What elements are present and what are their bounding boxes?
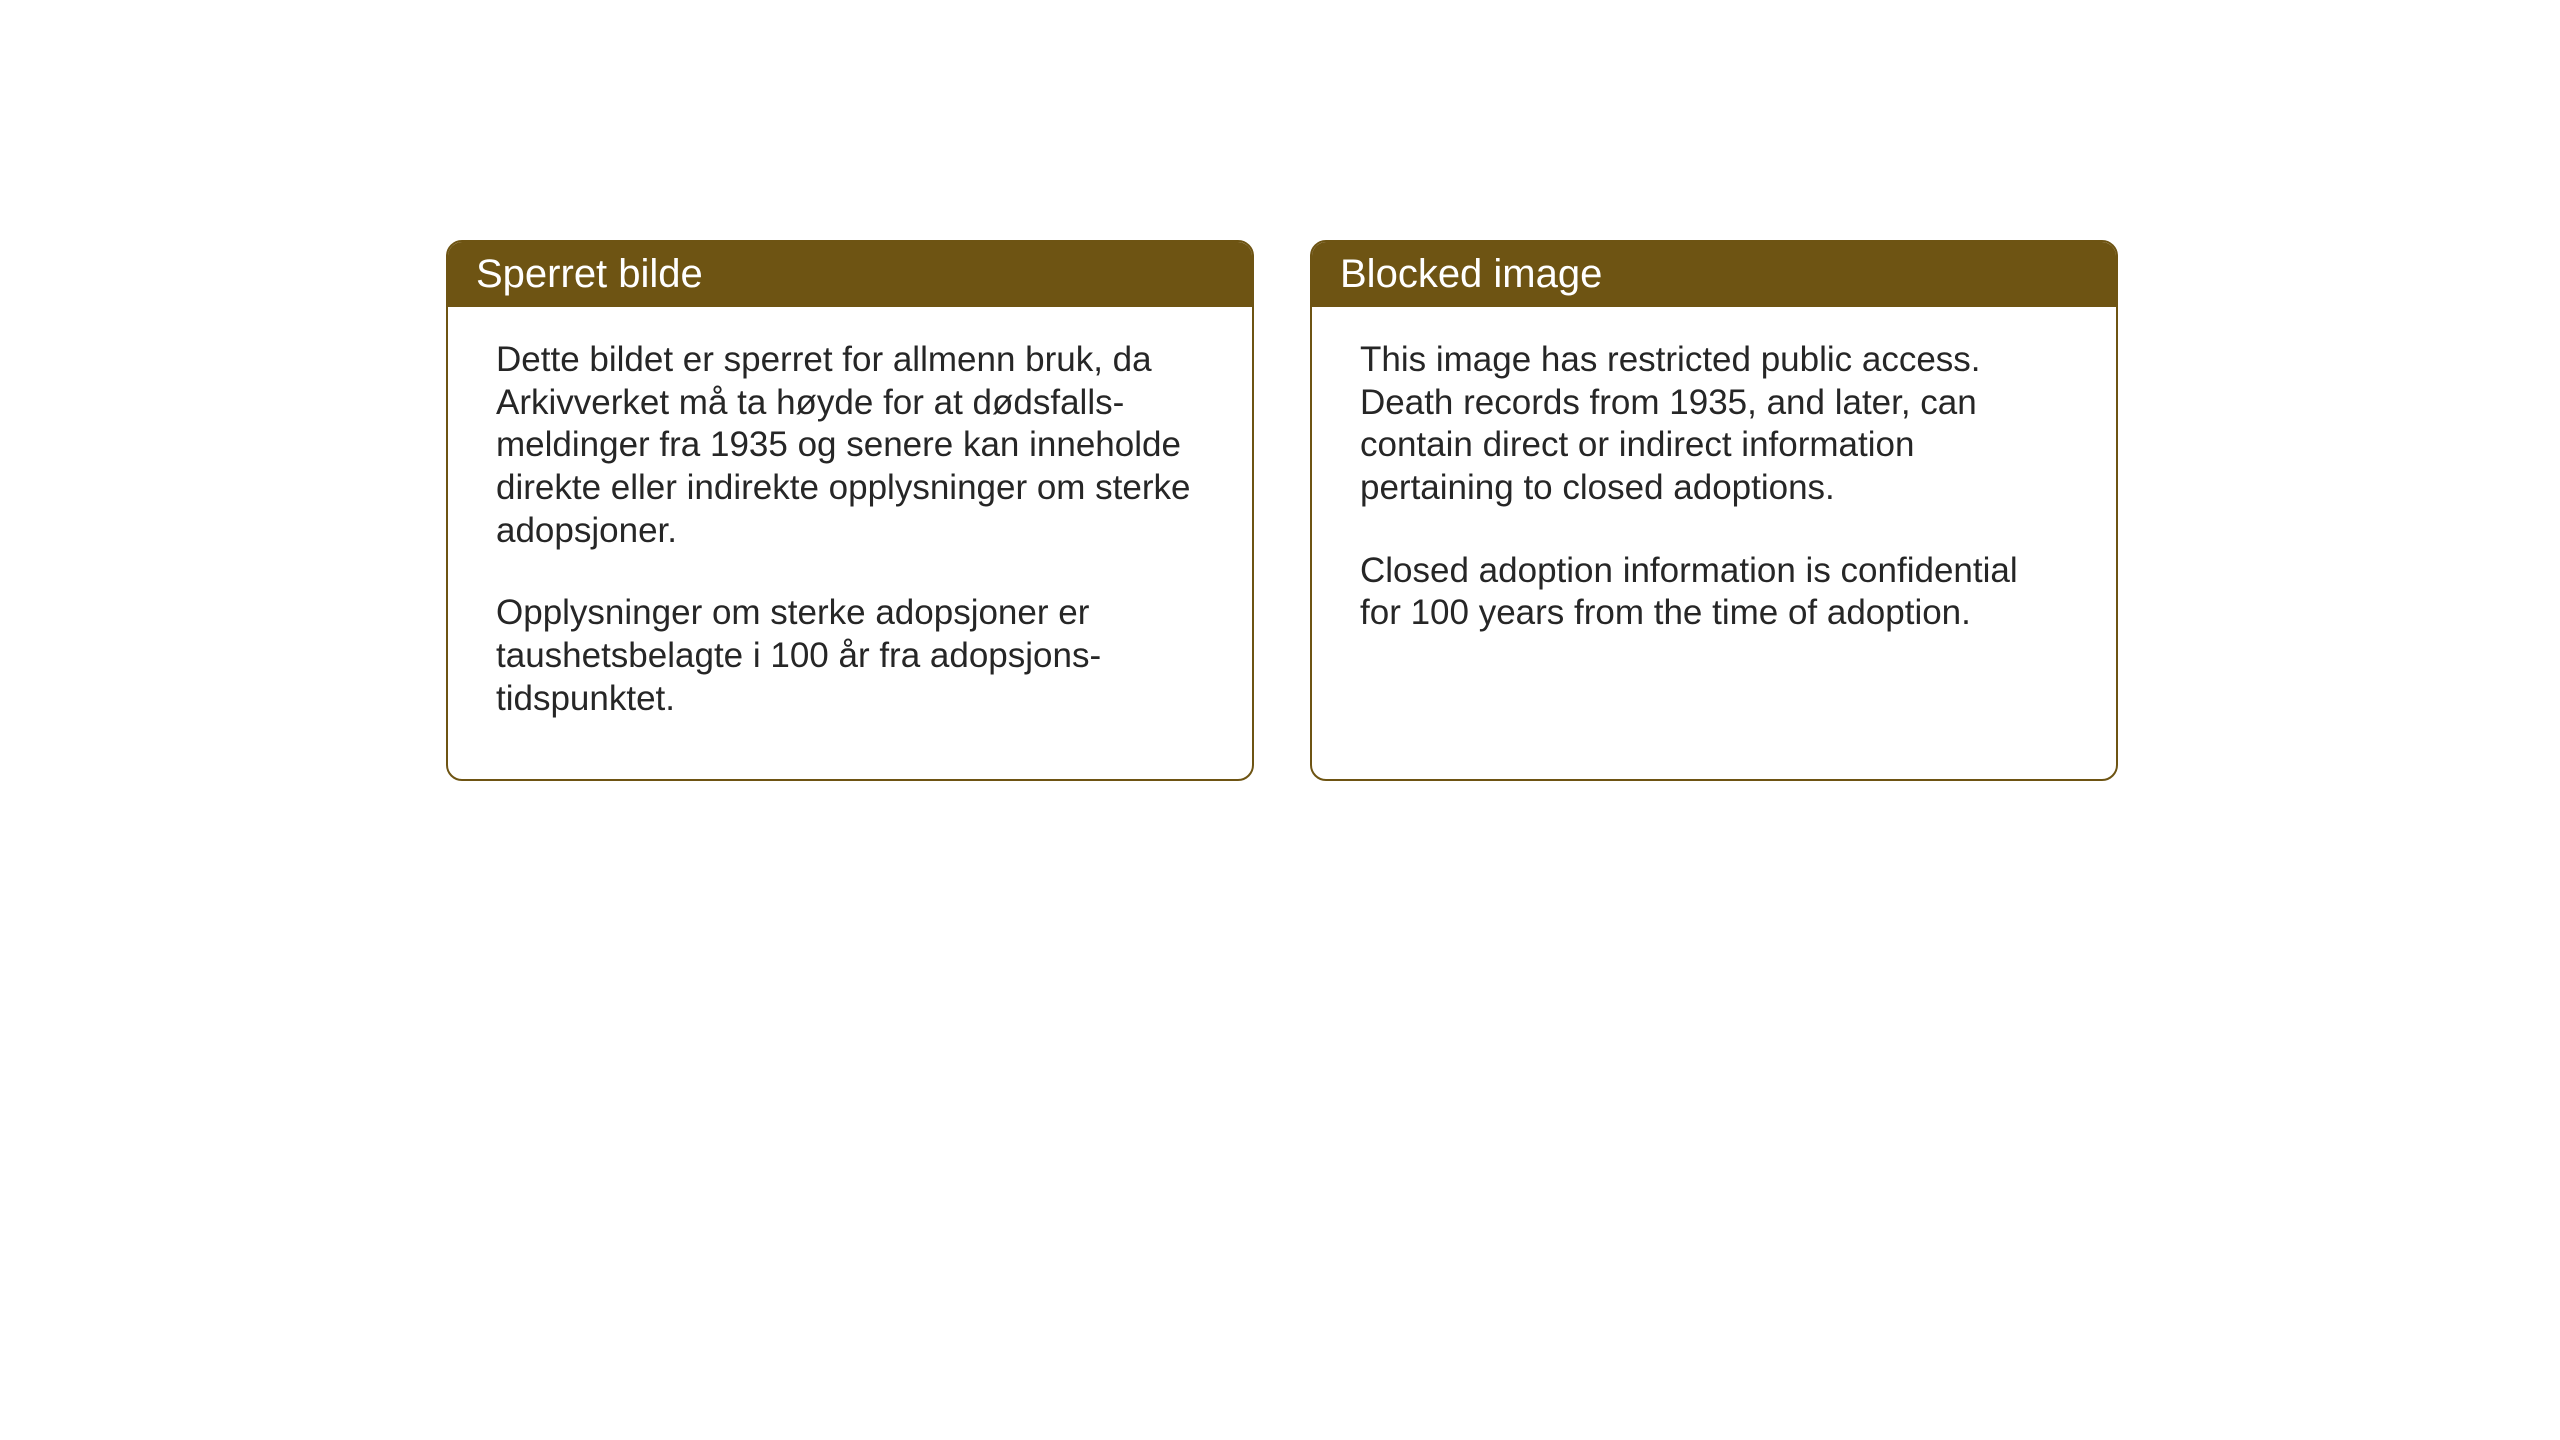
paragraph-english-2: Closed adoption information is confident…: [1360, 550, 2068, 635]
card-body-norwegian: Dette bildet er sperret for allmenn bruk…: [448, 307, 1252, 779]
card-body-english: This image has restricted public access.…: [1312, 307, 2116, 693]
paragraph-english-1: This image has restricted public access.…: [1360, 339, 2068, 510]
paragraph-norwegian-2: Opplysninger om sterke adopsjoner er tau…: [496, 592, 1204, 720]
card-header-english: Blocked image: [1312, 242, 2116, 307]
notice-container: Sperret bilde Dette bildet er sperret fo…: [446, 240, 2118, 781]
card-header-norwegian: Sperret bilde: [448, 242, 1252, 307]
blocked-image-card-english: Blocked image This image has restricted …: [1310, 240, 2118, 781]
paragraph-norwegian-1: Dette bildet er sperret for allmenn bruk…: [496, 339, 1204, 552]
blocked-image-card-norwegian: Sperret bilde Dette bildet er sperret fo…: [446, 240, 1254, 781]
